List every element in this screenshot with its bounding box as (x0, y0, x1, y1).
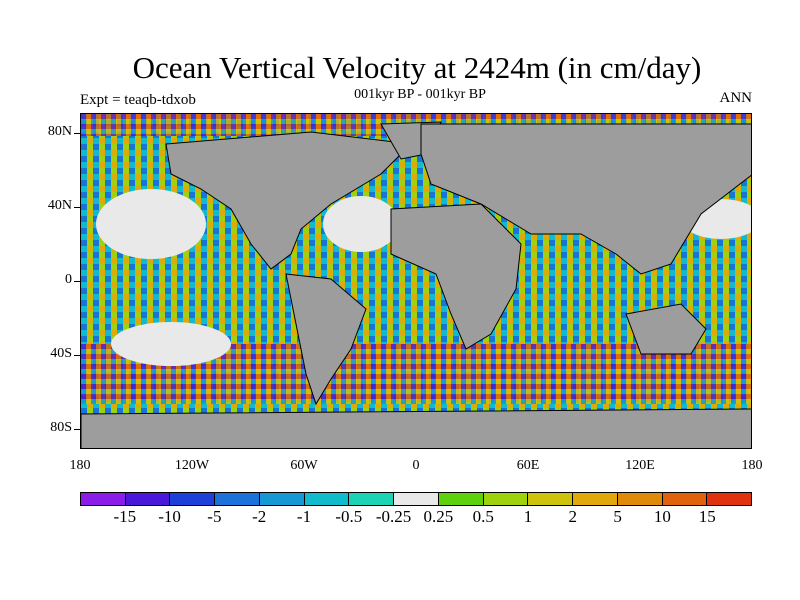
colorbar-label: 0.5 (472, 507, 494, 526)
eurasia-land (420, 123, 751, 275)
south-america-land (285, 273, 367, 406)
south-pacific-patch (111, 322, 231, 366)
x-label-180w: 180 (69, 458, 91, 473)
colorbar-label: -0.25 (375, 507, 412, 526)
antarctica-land (81, 408, 751, 448)
y-label-40s: 40S (50, 346, 72, 361)
y-tick (74, 281, 80, 282)
colorbar-label: -5 (207, 507, 222, 526)
colorbar-swatch (81, 493, 126, 505)
colorbar-swatch (394, 493, 439, 505)
colorbar-swatch (528, 493, 574, 505)
north-atlantic-patch (323, 196, 399, 252)
y-tick (74, 429, 80, 430)
colorbar-label: 15 (698, 507, 716, 526)
colorbar-label: 1 (523, 507, 533, 526)
colorbar-swatch (170, 493, 216, 505)
colorbar-swatch (259, 493, 305, 505)
colorbar-label: -2 (252, 507, 267, 526)
africa-land (390, 203, 522, 350)
x-label-180e: 180 (741, 458, 763, 473)
colorbar-swatch (617, 493, 663, 505)
y-label-40n: 40N (47, 198, 72, 213)
colorbar-swatch (349, 493, 395, 505)
x-label-120w: 120W (174, 458, 210, 473)
colorbar-swatch (573, 493, 618, 505)
colorbar-label: 10 (653, 507, 671, 526)
experiment-label: Expt = teaqb-tdxob (80, 92, 196, 108)
colorbar-swatch (662, 493, 708, 505)
y-label-80s: 80S (50, 420, 72, 435)
y-tick (74, 207, 80, 208)
colorbar-label: -1 (296, 507, 312, 526)
colorbar-swatch (304, 493, 350, 505)
x-label-120e: 120E (625, 458, 655, 473)
season-label: ANN (719, 90, 753, 106)
y-tick (74, 133, 80, 134)
colorbar-label: 5 (613, 507, 622, 526)
australia-land (625, 303, 707, 355)
colorbar-label: 2 (568, 507, 578, 526)
map-panel (80, 113, 752, 449)
colorbar-label: 0.25 (423, 507, 454, 526)
x-label-0: 0 (412, 458, 420, 473)
plot-subtitle: 001kyr BP - 001kyr BP (354, 87, 486, 102)
colorbar-label: -10 (158, 507, 181, 526)
north-pacific-patch (96, 189, 206, 259)
y-label-80n: 80N (47, 124, 72, 139)
colorbar-swatch (215, 493, 260, 505)
colorbar (80, 492, 752, 506)
plot-title: Ocean Vertical Velocity at 2424m (in cm/… (132, 50, 702, 85)
colorbar-label: -15 (113, 507, 137, 526)
colorbar-swatch (707, 493, 752, 505)
y-tick (74, 355, 80, 356)
colorbar-swatch (483, 493, 529, 505)
ocean-field-map (81, 114, 751, 448)
colorbar-label: -0.5 (335, 507, 363, 526)
y-label-0: 0 (65, 272, 72, 287)
colorbar-swatch (125, 493, 171, 505)
x-label-60w: 60W (290, 458, 318, 473)
colorbar-swatch (438, 493, 484, 505)
x-label-60e: 60E (516, 458, 540, 473)
